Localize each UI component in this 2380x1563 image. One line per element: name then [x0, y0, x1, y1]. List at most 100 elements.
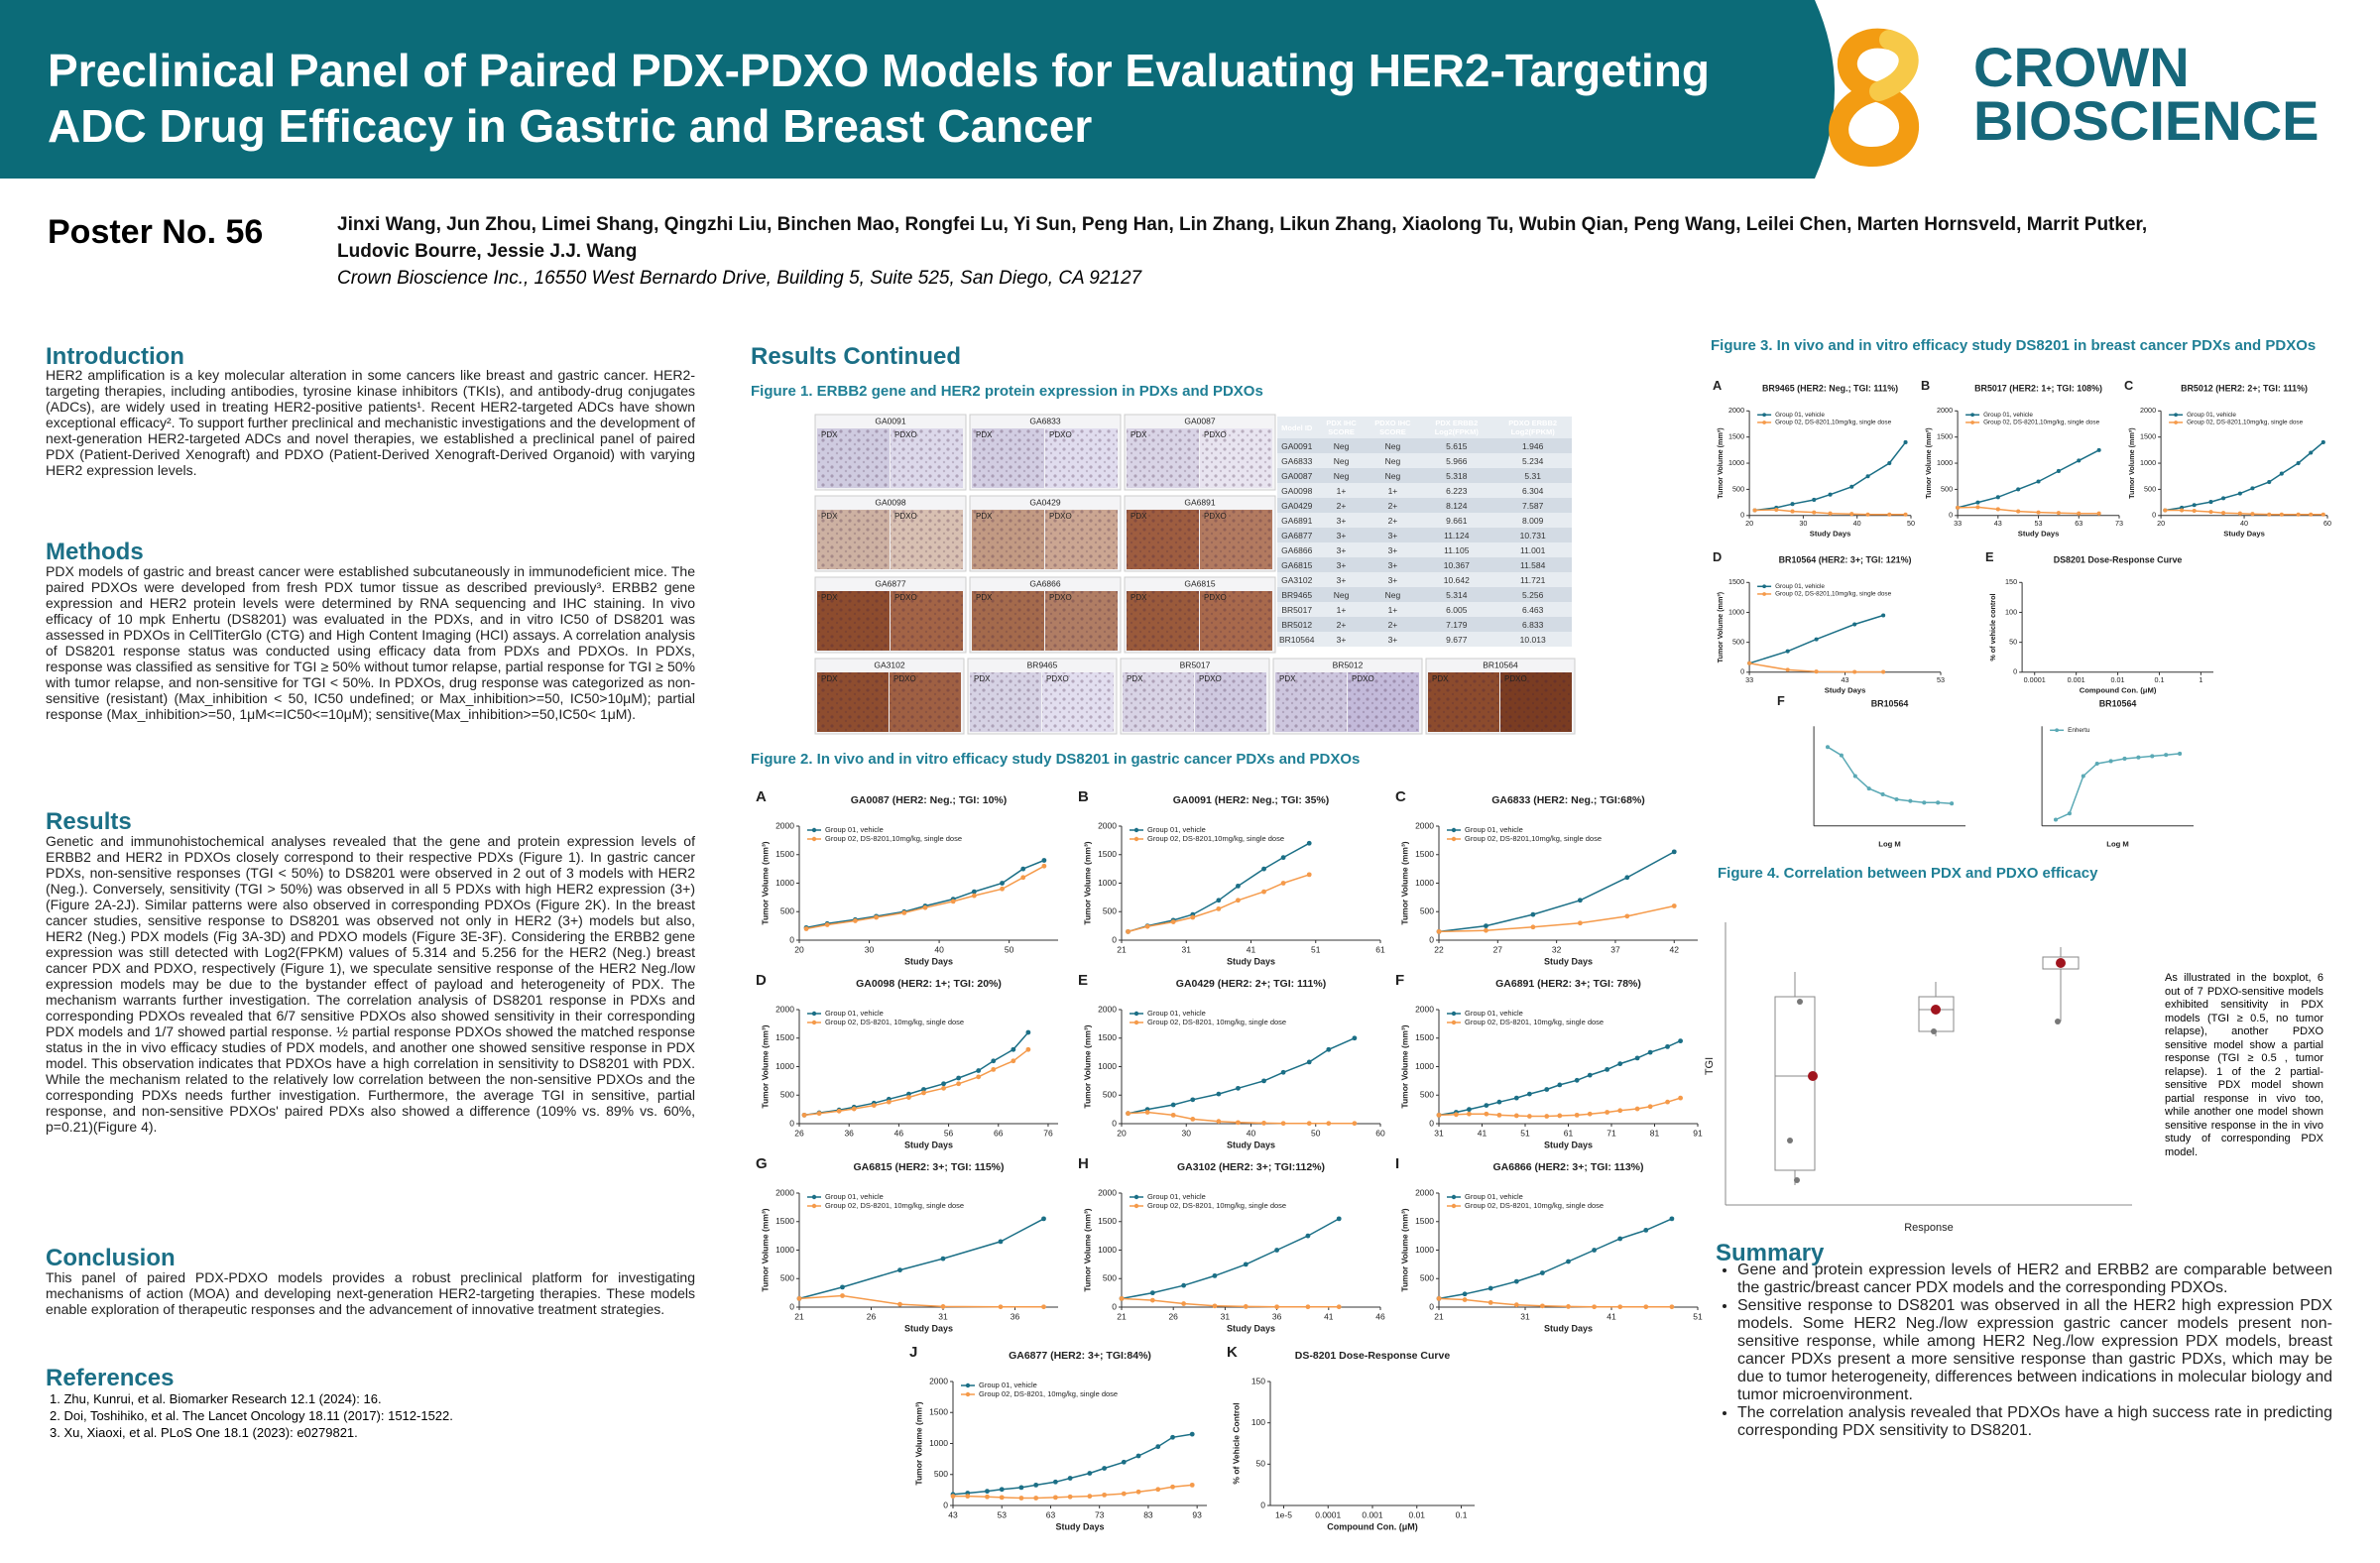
y-tick-label: 2000 [1098, 1187, 1117, 1197]
data-point [1995, 507, 2000, 512]
data-point [851, 1106, 857, 1112]
x-axis-label: Compound Con. (μM) [2080, 686, 2157, 695]
data-point [1881, 613, 1886, 618]
ihc-label: GA6815 [1184, 578, 1215, 588]
ihc-sublabel: PDX [1279, 674, 1296, 683]
ihc-label: GA0098 [875, 497, 905, 507]
table-cell: 3+ [1366, 528, 1420, 542]
ihc-label: GA6833 [1029, 416, 1060, 425]
data-point [1216, 1119, 1222, 1125]
x-tick-label: 56 [944, 1128, 954, 1138]
x-tick-label: 30 [865, 944, 875, 954]
y-tick-label: 100 [2005, 607, 2017, 616]
data-point [871, 1103, 877, 1108]
data-point [1671, 903, 1677, 908]
affiliation: Crown Bioscience Inc., 16550 West Bernar… [337, 268, 1142, 289]
boxplot-y-label: TGI [1704, 1057, 1716, 1075]
table-row: GA6891 3+ 2+ 9.661 8.009 [1277, 513, 1572, 528]
ihc-texture [1127, 510, 1199, 569]
ihc-label: GA0087 [1184, 416, 1215, 425]
y-tick-label: 500 [1103, 1090, 1117, 1100]
data-point [1849, 484, 1854, 489]
x-axis-label: Study Days [1227, 1140, 1275, 1149]
y-tick-label: 1500 [1415, 1032, 1434, 1042]
data-point [1306, 1059, 1312, 1065]
legend-marker [1451, 827, 1457, 833]
boxplot-x-label: Response [1904, 1222, 1954, 1234]
data-point [1033, 1496, 1039, 1501]
ihc-sublabel: PDX [1130, 512, 1147, 521]
table-row: GA0098 1+ 1+ 6.223 6.304 [1277, 483, 1572, 498]
data-point [1052, 1479, 1058, 1485]
y-tick-label: 1500 [1415, 1216, 1434, 1226]
table-cell: Neg [1366, 438, 1420, 453]
y-tick-label: 1000 [775, 1245, 794, 1255]
data-point [1352, 1035, 1358, 1041]
authors: Jinxi Wang, Jun Zhou, Limei Shang, Qingz… [337, 214, 2148, 235]
data-point [1894, 796, 1899, 802]
data-point [1261, 866, 1266, 872]
y-tick-label: 50 [2009, 638, 2017, 647]
data-point [1605, 1066, 1610, 1072]
y-tick-label: 1000 [1415, 878, 1434, 888]
x-tick-label: 83 [1143, 1509, 1153, 1519]
y-tick-label: 1000 [1098, 1061, 1117, 1071]
table-header: Model ID PDX IHC SCORE PDXO IHC SCORE PDX E… [1277, 417, 1572, 438]
data-point [2237, 511, 2242, 516]
data-point [1305, 1304, 1311, 1310]
y-tick-label: 1500 [1098, 849, 1117, 859]
x-tick-label: 61 [1564, 1128, 1574, 1138]
data-point [1513, 1113, 1519, 1119]
y-axis-label: Tumor Volume (mm³) [1924, 427, 1933, 499]
x-tick-label: 0.0001 [2024, 675, 2046, 684]
data-point [2267, 512, 2272, 517]
x-tick-label: 43 [948, 1509, 958, 1519]
panel-title: GA0087 (HER2: Neg.; TGI: 10%) [851, 794, 1008, 806]
table-cell: Neg [1366, 453, 1420, 468]
y-tick-label: 100 [1251, 1417, 1265, 1427]
legend-label: Group 02, DS-8201, 10mg/kg, single dose [825, 1201, 964, 1210]
x-axis-label: Study Days [904, 1140, 953, 1149]
ihc-texture [817, 428, 890, 488]
data-point [1903, 439, 1908, 444]
x-tick-label: 53 [2035, 519, 2043, 528]
data-point [2136, 755, 2141, 760]
data-point [1462, 1297, 1468, 1302]
legend-label: Group 02, DS-8201, 10mg/kg, single dose [1465, 1201, 1604, 1210]
legend-label: Group 02, DS-8201, 10mg/kg, single dose [1147, 1201, 1286, 1210]
data-point [1467, 1111, 1472, 1117]
legend-marker [965, 1383, 971, 1388]
data-point [1102, 1466, 1108, 1471]
y-tick-label: 1000 [1098, 878, 1117, 888]
data-point [2056, 511, 2061, 516]
legend-marker [1133, 836, 1139, 842]
y-tick-label: 0 [2013, 667, 2017, 676]
y-tick-label: 500 [780, 1090, 794, 1100]
series-line [803, 1048, 1029, 1117]
y-axis-label: Tumor Volume (mm³) [760, 1024, 770, 1108]
x-tick-label: 21 [1117, 944, 1127, 954]
x-tick-label: 51 [1520, 1128, 1530, 1138]
table-cell: Neg [1366, 468, 1420, 483]
legend-label: Group 02, DS-8201,10mg/kg, single dose [1465, 834, 1602, 843]
ihc-label: BR5012 [1333, 660, 1364, 669]
legend-marker [1451, 1020, 1457, 1025]
x-tick-label: 51 [1311, 944, 1321, 954]
x-tick-label: 40 [934, 944, 944, 954]
data-point [2221, 511, 2226, 516]
panel-title: GA0098 (HER2: 1+; TGI: 20%) [856, 978, 1002, 990]
data-point [2096, 511, 2101, 516]
reference: 3. Xu, Xiaoxi, et al. PLoS One 18.1 (202… [50, 1425, 358, 1440]
data-point [2192, 509, 2197, 514]
table-cell: 2+ [1366, 498, 1420, 513]
data-point [2309, 512, 2314, 517]
data-point [1170, 1484, 1175, 1490]
data-point [1592, 1248, 1597, 1253]
series-line [1957, 449, 2099, 509]
x-axis-label: Study Days [2018, 530, 2060, 539]
data-point [1881, 669, 1886, 674]
ihc-texture [1428, 672, 1499, 732]
x-tick-label: 53 [1937, 675, 1945, 684]
table-cell: 10.731 [1493, 528, 1572, 542]
data-point [1025, 1029, 1031, 1035]
